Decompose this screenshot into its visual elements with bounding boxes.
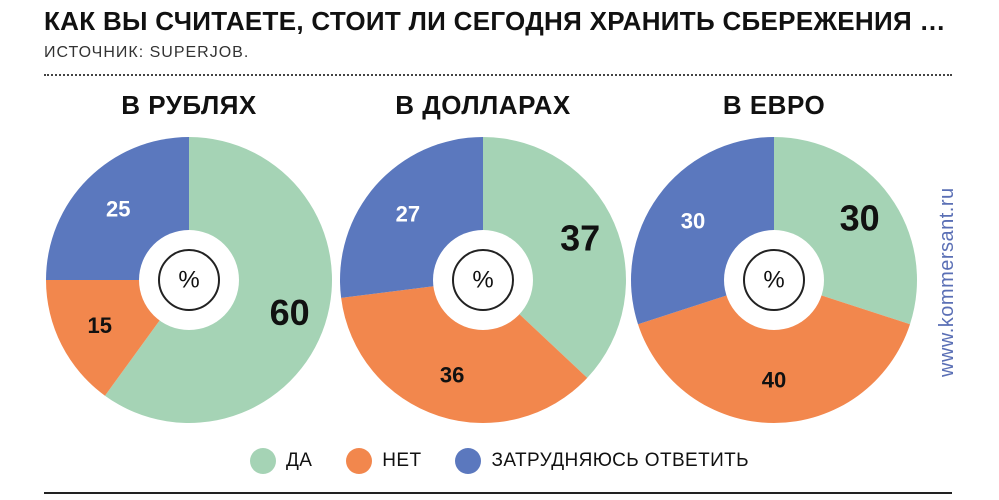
- pie-chart-euro: 30 40 30%: [631, 137, 917, 423]
- legend-label: ДА: [285, 450, 313, 471]
- slice-value-label: 27: [396, 201, 420, 226]
- slice-value-label: 15: [88, 313, 112, 338]
- legend: ДА НЕТ ЗАТРУДНЯЮСЬ ОТВЕТИТЬ: [0, 446, 999, 476]
- legend-item-unsure: ЗАТРУДНЯЮСЬ ОТВЕТИТЬ: [455, 448, 749, 474]
- chart-title: В ЕВРО: [722, 90, 826, 120]
- pie-slice-unsure: [46, 137, 189, 280]
- center-percent-label: %: [763, 267, 784, 294]
- legend-swatch-unsure: [455, 448, 482, 474]
- chart-euro: В ЕВРО 30 40 30%: [624, 80, 924, 430]
- center-hole: [139, 230, 239, 330]
- page-title: КАК ВЫ СЧИТАЕТЕ, СТОИТ ЛИ СЕГОДНЯ ХРАНИТ…: [44, 6, 946, 36]
- pie-chart-dollars: 37 36 27%: [340, 137, 626, 423]
- slice-value-label: 30: [681, 209, 705, 234]
- center-hole: [433, 230, 533, 330]
- legend-item-yes: ДА: [249, 448, 313, 474]
- chart-title: В ДОЛЛАРАХ: [395, 90, 571, 120]
- bottom-rule: [44, 492, 952, 494]
- center-percent-label: %: [472, 267, 493, 294]
- slice-value-label: 30: [840, 197, 880, 238]
- pie-slice-no: [341, 280, 588, 423]
- dotted-divider: [44, 74, 952, 76]
- charts-area: В РУБЛЯХ 60 15 25% В ДОЛЛАРАХ 37 36 27% В ЕВ…: [0, 80, 999, 430]
- percent-ring: [158, 249, 220, 311]
- slice-value-label: 36: [440, 363, 464, 388]
- pie-chart-rubles: 60 15 25%: [46, 137, 333, 423]
- legend-swatch-no: [346, 448, 373, 474]
- chart-rubles: В РУБЛЯХ 60 15 25%: [39, 80, 339, 430]
- center-hole: [724, 230, 824, 330]
- legend-label: ЗАТРУДНЯЮСЬ ОТВЕТИТЬ: [491, 450, 750, 471]
- percent-ring: [452, 249, 514, 311]
- source-note: ИСТОЧНИК: SUPERJOB.: [44, 44, 250, 61]
- percent-ring: [743, 249, 805, 311]
- center-percent-label: %: [178, 267, 199, 294]
- chart-dollars: В ДОЛЛАРАХ 37 36 27%: [333, 80, 633, 430]
- slice-value-label: 40: [762, 368, 786, 393]
- legend-item-no: НЕТ: [346, 448, 421, 474]
- watermark: www.kommersant.ru: [936, 187, 958, 378]
- pie-slice-no: [638, 280, 910, 423]
- slice-value-label: 60: [270, 292, 310, 333]
- slice-value-label: 25: [106, 197, 130, 222]
- pie-slice-yes: [483, 137, 626, 378]
- legend-label: НЕТ: [382, 450, 422, 471]
- legend-swatch-yes: [249, 448, 276, 474]
- slice-value-label: 37: [560, 218, 600, 259]
- chart-title: В РУБЛЯХ: [121, 90, 257, 120]
